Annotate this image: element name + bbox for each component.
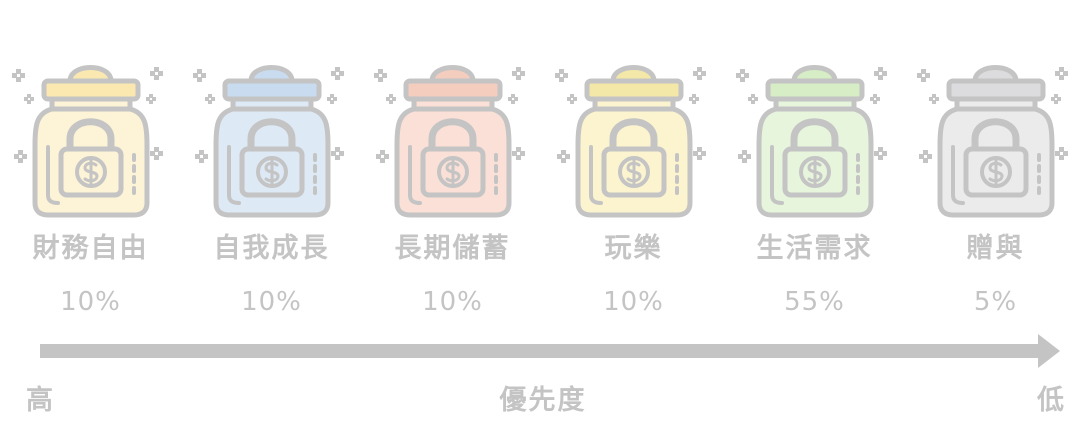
priority-high-label: 高 (26, 385, 53, 416)
jar-name: 自我成長 (213, 233, 330, 264)
jar-name: 贈與 (966, 233, 1025, 264)
jar-percent: 55% (784, 287, 845, 317)
priority-arrow (40, 334, 1060, 368)
jar-percent: 10% (241, 287, 302, 317)
money-lock-jar-icon (374, 65, 525, 218)
jar-name: 玩樂 (604, 233, 663, 264)
jar-percent: 10% (422, 287, 483, 317)
jar-item: 財務自由 10% (0, 0, 181, 320)
jar-percent: 10% (603, 287, 664, 317)
jar-item: 自我成長 10% (181, 0, 362, 320)
money-lock-jar-icon (736, 65, 887, 218)
jar-item: 贈與 5% (905, 0, 1086, 320)
jar-name: 生活需求 (756, 233, 873, 264)
jar-item: 玩樂 10% (543, 0, 724, 320)
jar-item: 生活需求 55% (724, 0, 905, 320)
jar-name: 長期儲蓄 (394, 233, 511, 264)
priority-low-label: 低 (1037, 385, 1064, 416)
jar-item: 長期儲蓄 10% (362, 0, 543, 320)
priority-axis-label: 優先度 (499, 385, 587, 416)
jar-percent: 10% (60, 287, 121, 317)
jar-name: 財務自由 (32, 233, 149, 264)
money-lock-jar-icon (917, 65, 1068, 218)
money-lock-jar-icon (12, 65, 163, 218)
money-lock-jar-icon (193, 65, 344, 218)
jar-row: 財務自由 10% (12, 65, 1068, 317)
jar-percent: 5% (973, 287, 1018, 317)
money-lock-jar-icon (555, 65, 706, 218)
